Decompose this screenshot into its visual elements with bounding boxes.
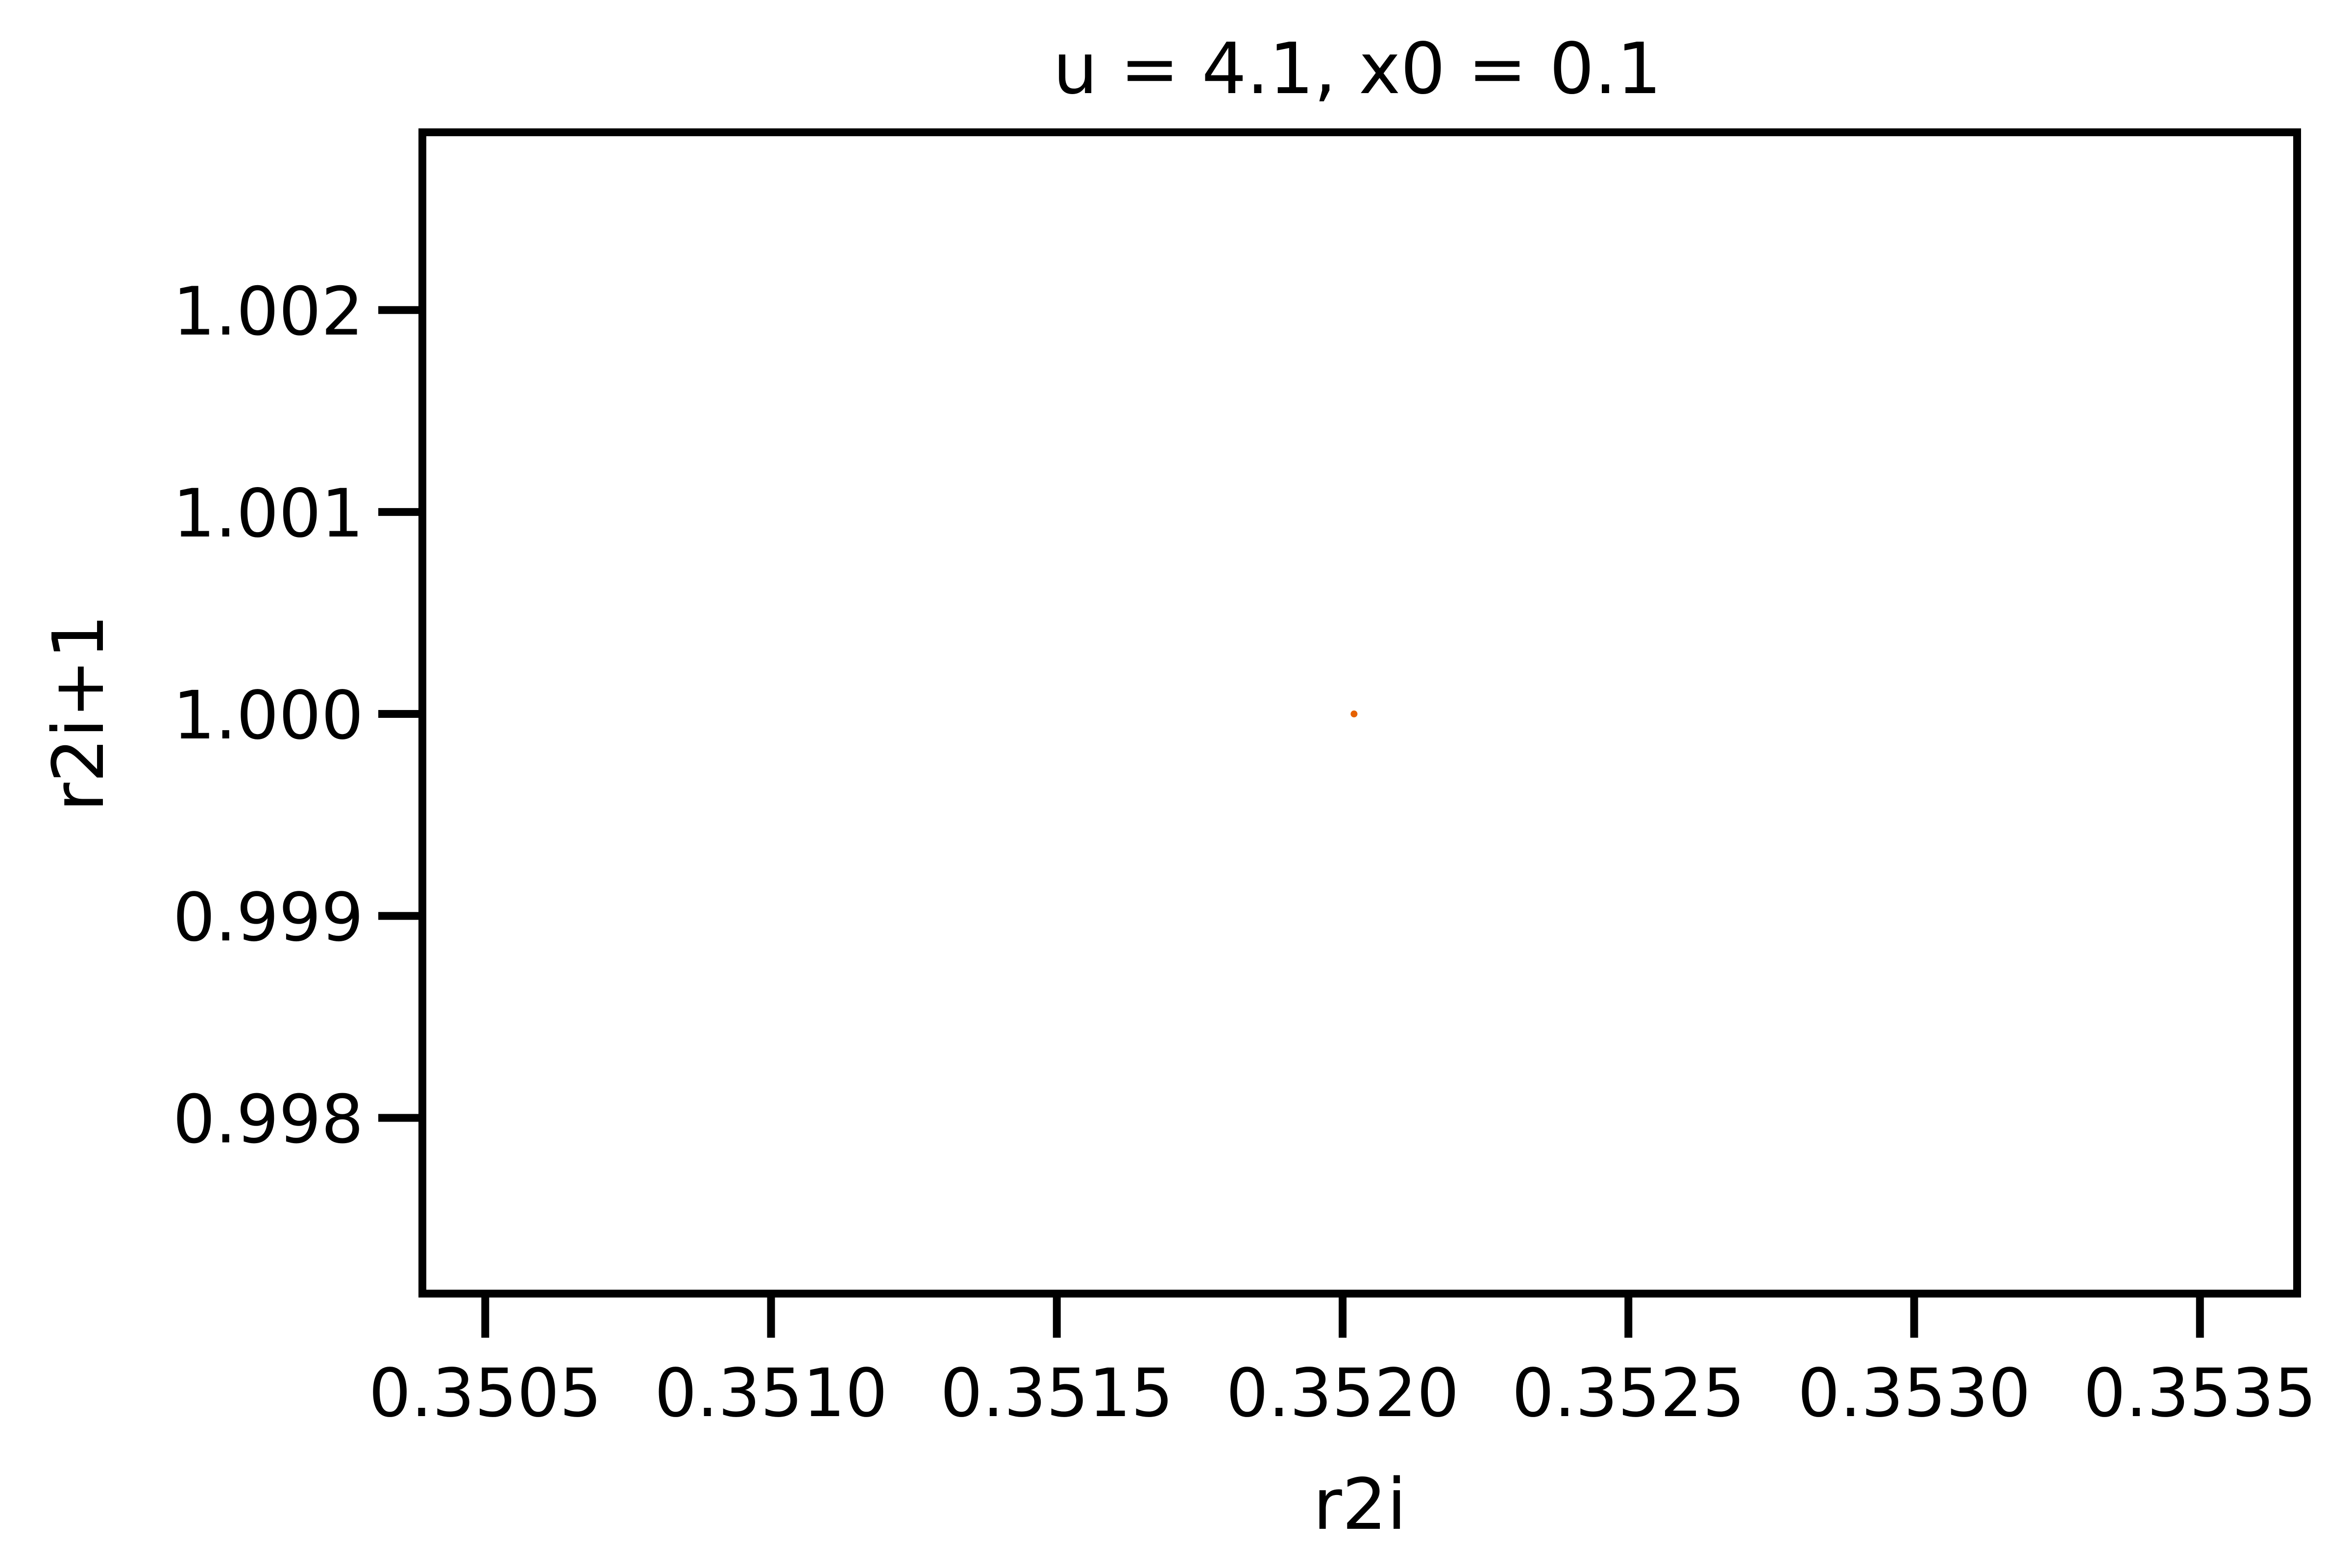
scatter-point: [1350, 710, 1358, 718]
y-tick-label: 1.002: [173, 273, 364, 351]
x-tick-label: 0.3525: [1512, 1355, 1745, 1432]
x-axis-ticks: 0.3505 0.3510 0.3515 0.3520 0.3525 0.3530 0.35…: [368, 1294, 2317, 1432]
y-tick-label: 0.998: [173, 1081, 364, 1158]
x-tick-label: 0.3530: [1798, 1355, 2031, 1432]
x-axis-label: r2i: [1313, 1463, 1407, 1545]
y-tick-label: 0.999: [173, 879, 364, 956]
plot-frame: [418, 128, 2301, 1298]
y-axis-ticks: 0.998 0.999 1.000 1.001 1.002: [173, 273, 422, 1158]
y-tick-label: 1.001: [173, 475, 364, 553]
y-axis-label: r2i+1: [37, 614, 120, 811]
x-tick-label: 0.3505: [368, 1355, 602, 1432]
x-tick-label: 0.3535: [2083, 1355, 2317, 1432]
y-tick-label: 1.000: [173, 677, 364, 755]
scatter-points: [1350, 710, 1358, 718]
x-tick-label: 0.3520: [1226, 1355, 1459, 1432]
x-tick-label: 0.3515: [940, 1355, 1174, 1432]
x-tick-label: 0.3510: [655, 1355, 888, 1432]
chart-title: u = 4.1, x0 = 0.1: [1053, 27, 1662, 110]
